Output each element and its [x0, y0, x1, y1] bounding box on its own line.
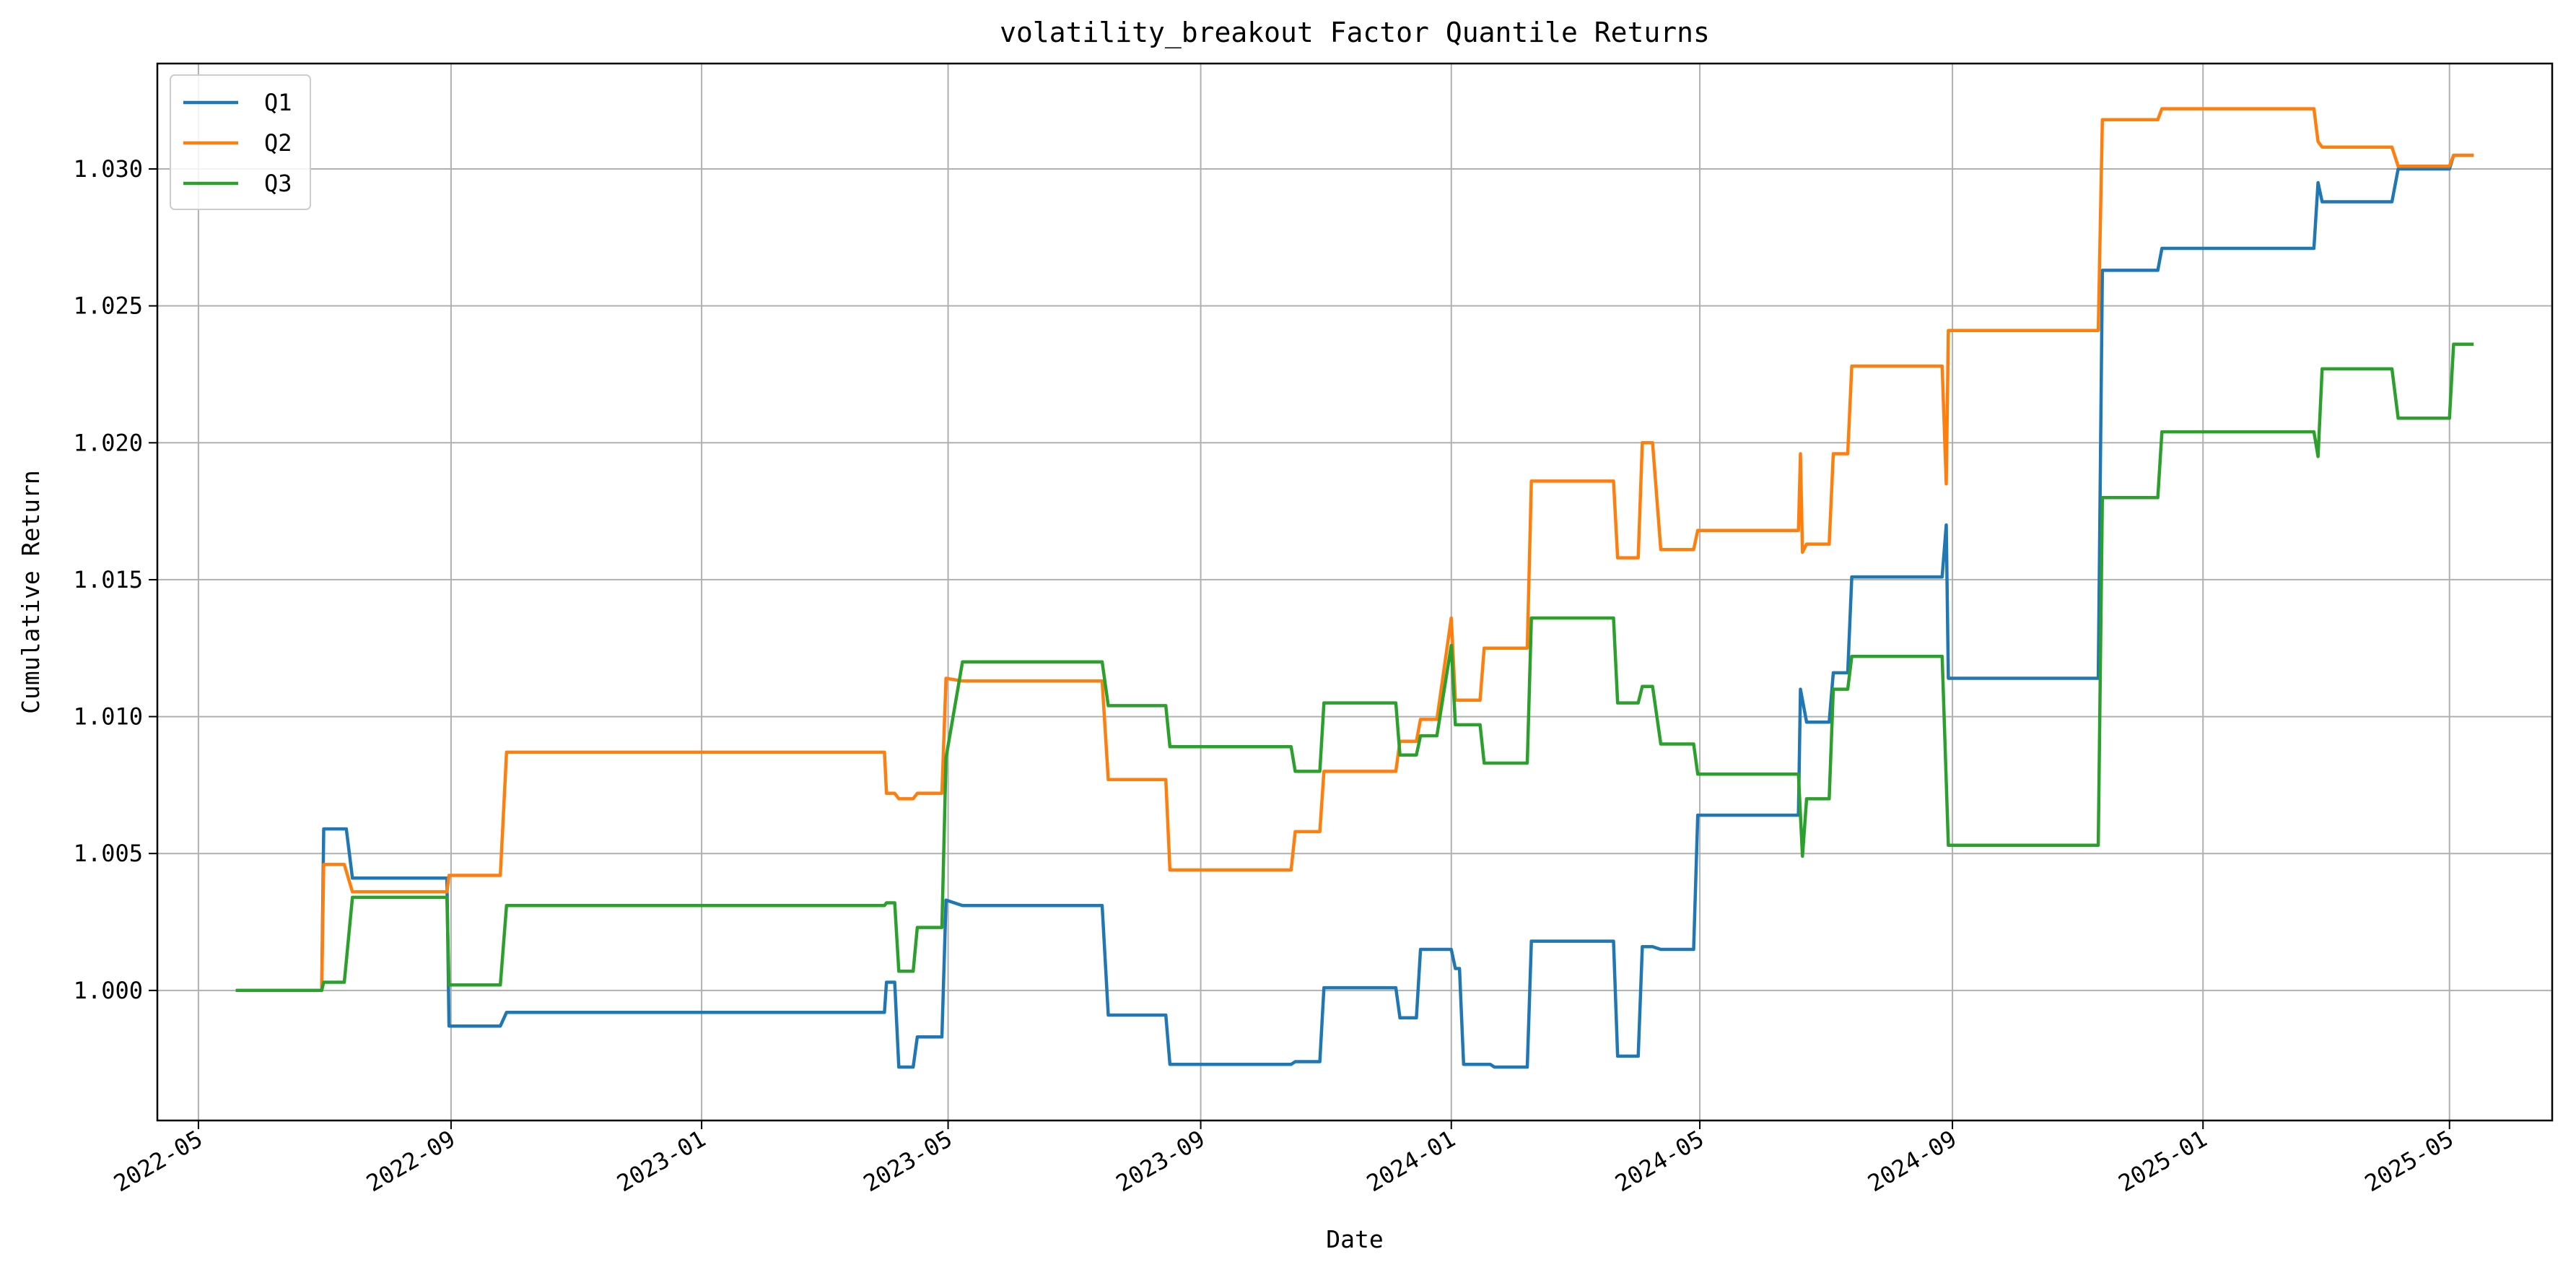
- y-tick-label: 1.005: [74, 840, 143, 867]
- y-axis-label: Cumulative Return: [17, 470, 45, 714]
- grid: [157, 64, 2552, 1120]
- legend-label-q3: Q3: [264, 170, 292, 197]
- y-tick-label: 1.015: [74, 566, 143, 593]
- legend-label-q2: Q2: [264, 129, 292, 157]
- y-tick-label: 1.025: [74, 292, 143, 320]
- y-axis-ticks: 1.000 1.005 1.010 1.015 1.020 1.025 1.030: [74, 155, 157, 1004]
- legend: Q1 Q2 Q3: [170, 74, 311, 210]
- y-tick-label: 1.020: [74, 429, 143, 456]
- series-line-q1: [235, 153, 2474, 1069]
- chart-title: volatility_breakout Factor Quantile Retu…: [1000, 17, 1710, 49]
- y-tick-label: 1.030: [74, 155, 143, 183]
- x-axis-label: Date: [1326, 1225, 1383, 1253]
- plot-area-frame: [156, 62, 2554, 1122]
- legend-box: [170, 74, 311, 210]
- legend-label-q1: Q1: [264, 89, 292, 116]
- series-lines: [235, 107, 2474, 1069]
- series-line-q3: [235, 342, 2474, 993]
- y-tick-label: 1.000: [74, 977, 143, 1004]
- y-tick-label: 1.010: [74, 703, 143, 731]
- series-line-q2: [235, 107, 2474, 993]
